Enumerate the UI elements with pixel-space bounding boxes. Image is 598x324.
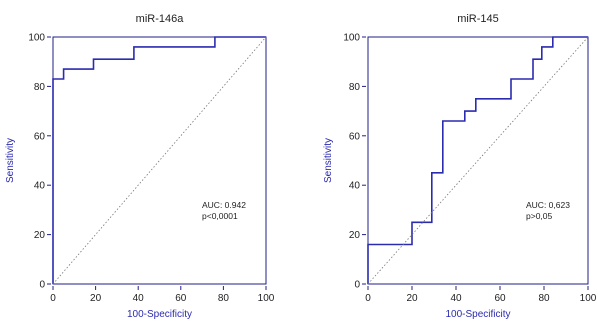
y-tick-label: 0 bbox=[354, 280, 360, 291]
reference-diagonal-line bbox=[52, 36, 267, 285]
x-tick-label: 100 bbox=[258, 293, 275, 304]
x-tick-label: 20 bbox=[406, 293, 418, 304]
p-value-annotation: p<0,0001 bbox=[202, 211, 238, 221]
roc-curve bbox=[52, 36, 266, 284]
auc-annotation: AUC: 0.942 bbox=[202, 200, 246, 210]
x-tick-label: 40 bbox=[133, 293, 145, 304]
y-tick-label: 40 bbox=[349, 181, 361, 192]
x-tick-label: 80 bbox=[538, 293, 550, 304]
chart-title: miR-145 bbox=[457, 13, 499, 25]
roc-panel-2: miR-145 0 20 40 60 80 100 0 20 40 60 80 100 100-Speci… bbox=[323, 13, 597, 320]
y-tick-label: 40 bbox=[34, 181, 46, 192]
y-tick-label: 20 bbox=[349, 230, 361, 241]
y-axis-label: Sensitivity bbox=[323, 138, 334, 183]
chart-title: miR-146a bbox=[136, 13, 185, 25]
x-tick-label: 0 bbox=[50, 293, 56, 304]
x-tick-label: 20 bbox=[90, 293, 102, 304]
plot-frame bbox=[367, 36, 589, 285]
x-tick-label: 80 bbox=[218, 293, 230, 304]
reference-diagonal-line bbox=[367, 36, 589, 285]
x-axis-label: 100-Specificity bbox=[127, 309, 192, 320]
y-tick-label: 80 bbox=[349, 82, 361, 93]
y-tick-label: 60 bbox=[349, 131, 361, 142]
y-tick-label: 60 bbox=[34, 131, 46, 142]
x-tick-label: 60 bbox=[175, 293, 187, 304]
x-tick-label: 60 bbox=[494, 293, 506, 304]
y-tick-label: 20 bbox=[34, 230, 46, 241]
roc-curve bbox=[367, 36, 588, 284]
x-tick-label: 100 bbox=[580, 293, 597, 304]
y-tick-label: 0 bbox=[39, 280, 45, 291]
x-tick-label: 0 bbox=[365, 293, 371, 304]
x-tick-label: 40 bbox=[450, 293, 462, 304]
y-tick-label: 100 bbox=[343, 33, 360, 44]
y-axis-label: Sensitivity bbox=[5, 138, 16, 183]
auc-annotation: AUC: 0,623 bbox=[526, 200, 570, 210]
x-axis-label: 100-Specificity bbox=[445, 309, 510, 320]
y-tick-label: 80 bbox=[34, 82, 46, 93]
roc-panel-1: miR-146a 0 20 40 60 80 100 0 20 40 60 80 100 100-Spec… bbox=[5, 13, 275, 320]
p-value-annotation: p>0,05 bbox=[526, 211, 553, 221]
y-tick-label: 100 bbox=[28, 33, 45, 44]
